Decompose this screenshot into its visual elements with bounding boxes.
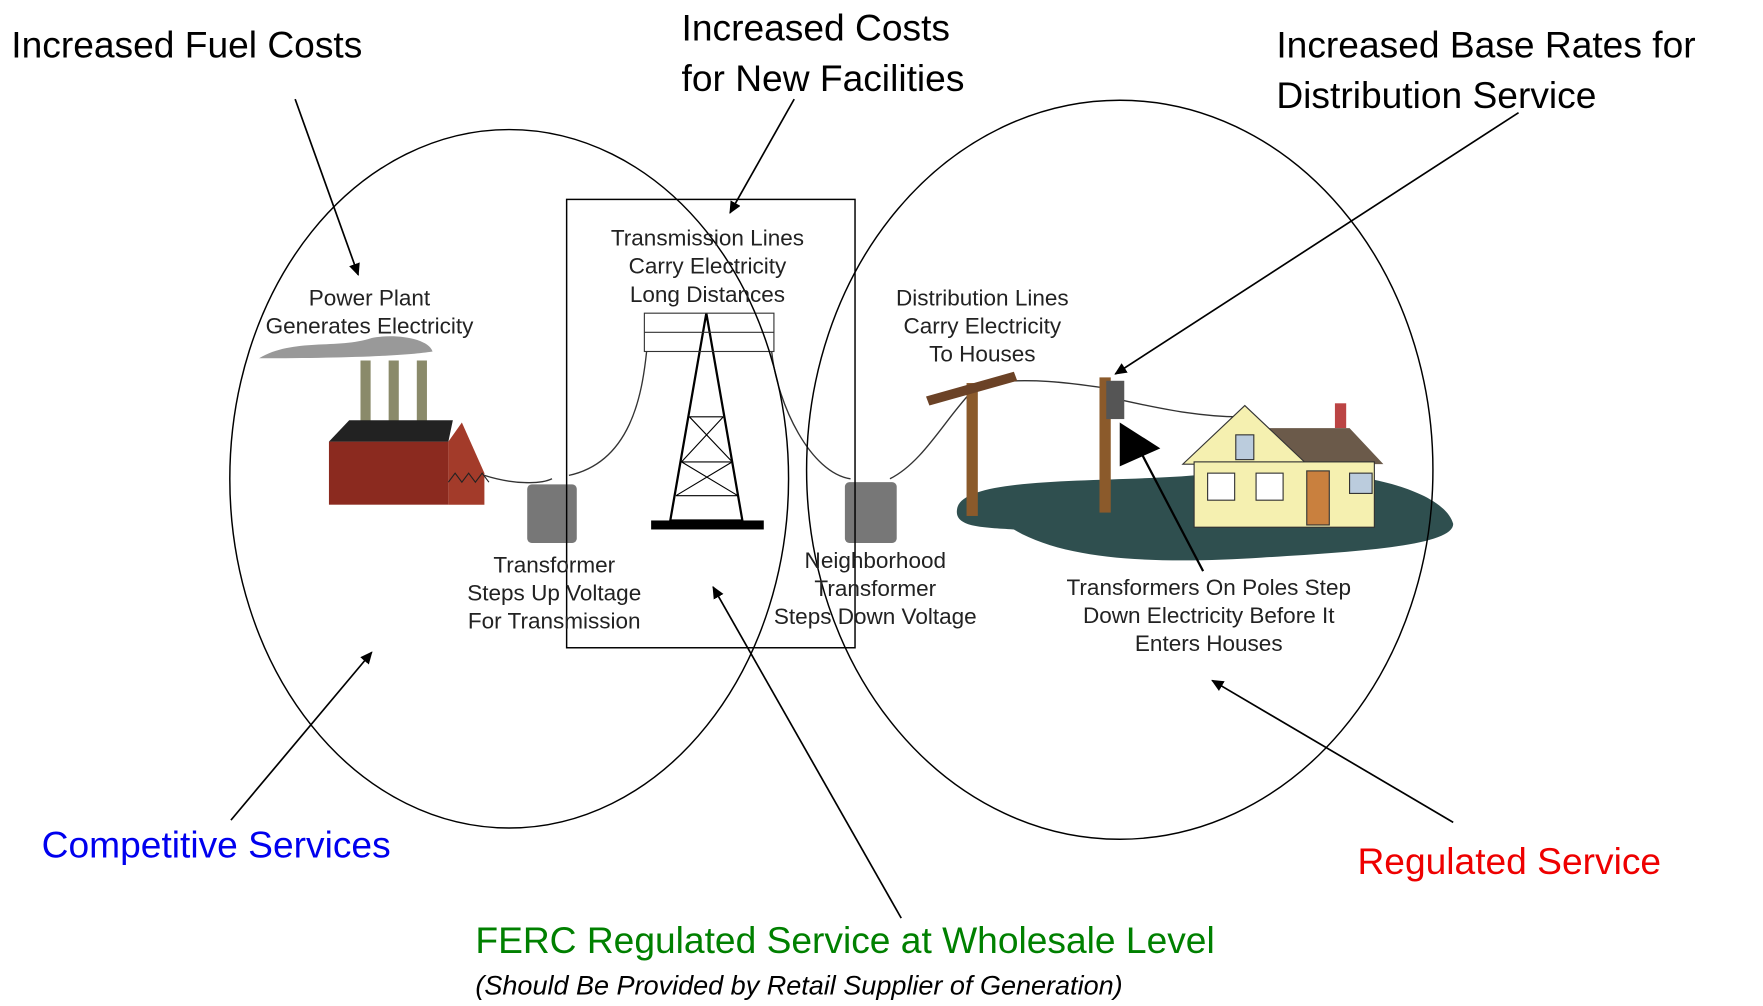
component-label: Power Plant (309, 285, 431, 310)
callout: Regulated Service (1357, 840, 1661, 882)
arrow (1211, 679, 1454, 824)
component-label: For Transmission (468, 609, 641, 634)
illustration (259, 312, 1454, 561)
arrow (729, 98, 795, 214)
component-label: Neighborhood (805, 548, 946, 573)
component-label: Steps Down Voltage (774, 604, 977, 629)
callout: for New Facilities (682, 57, 965, 99)
component-label: Transmission Lines (611, 226, 804, 251)
callout: Distribution Service (1276, 74, 1596, 116)
arrow (712, 585, 902, 919)
arrow (230, 651, 373, 821)
callout: Increased Base Rates for (1276, 23, 1695, 65)
component-label: Distribution Lines (896, 285, 1069, 310)
component-label: Transformer (493, 552, 615, 577)
callout: Increased Costs (682, 7, 950, 49)
arrow (294, 98, 360, 276)
callout-note: (Should Be Provided by Retail Supplier o… (475, 971, 1122, 1001)
arrow (1114, 111, 1520, 375)
arrow (1139, 450, 1205, 572)
component-label: Generates Electricity (266, 313, 474, 338)
component-label: Carry Electricity (629, 254, 787, 279)
component-label: Enters Houses (1135, 631, 1283, 656)
competitive-region (229, 128, 790, 829)
component-label: Transformers On Poles Step (1067, 575, 1351, 600)
regulated-region (805, 99, 1434, 840)
callout: FERC Regulated Service at Wholesale Leve… (475, 919, 1214, 961)
component-label: Long Distances (630, 282, 785, 307)
component-label: Down Electricity Before It (1083, 603, 1335, 628)
component-label: Transformer (814, 576, 936, 601)
component-labels: Power Plant Generates Electricity Transmis… (266, 226, 1351, 657)
callout: Increased Fuel Costs (11, 23, 362, 65)
callout: Competitive Services (42, 823, 391, 865)
ferc-region (565, 198, 856, 649)
component-label: To Houses (929, 342, 1035, 367)
component-label: Steps Up Voltage (467, 580, 641, 605)
component-label: Carry Electricity (904, 313, 1062, 338)
